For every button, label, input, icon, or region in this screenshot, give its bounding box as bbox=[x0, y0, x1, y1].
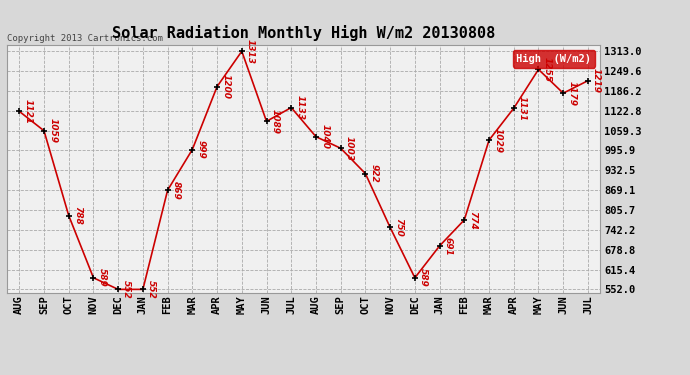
Title: Solar Radiation Monthly High W/m2 20130808: Solar Radiation Monthly High W/m2 201308… bbox=[112, 25, 495, 41]
Text: 1133: 1133 bbox=[295, 95, 304, 120]
Text: 869: 869 bbox=[172, 181, 181, 200]
Text: 999: 999 bbox=[197, 140, 206, 159]
Text: 1131: 1131 bbox=[518, 96, 527, 121]
Text: 589: 589 bbox=[419, 268, 428, 287]
Text: 922: 922 bbox=[370, 164, 379, 183]
Text: 1313: 1313 bbox=[246, 39, 255, 64]
Text: 552: 552 bbox=[147, 280, 156, 299]
Text: 1179: 1179 bbox=[567, 81, 576, 106]
Text: 589: 589 bbox=[97, 268, 106, 287]
Text: 1029: 1029 bbox=[493, 128, 502, 153]
Text: 1255: 1255 bbox=[542, 57, 551, 82]
Text: 750: 750 bbox=[394, 218, 403, 237]
Text: 1089: 1089 bbox=[270, 109, 279, 134]
Text: 1040: 1040 bbox=[320, 124, 329, 149]
Text: 691: 691 bbox=[444, 237, 453, 255]
Legend: High  (W/m2): High (W/m2) bbox=[513, 50, 595, 68]
Text: 1003: 1003 bbox=[345, 136, 354, 161]
Text: Copyright 2013 Cartronics.com: Copyright 2013 Cartronics.com bbox=[7, 33, 163, 42]
Text: 1219: 1219 bbox=[592, 68, 601, 93]
Text: 774: 774 bbox=[469, 210, 477, 229]
Text: 552: 552 bbox=[122, 280, 131, 299]
Text: 1200: 1200 bbox=[221, 74, 230, 99]
Text: 788: 788 bbox=[73, 206, 82, 225]
Text: 1121: 1121 bbox=[23, 99, 32, 124]
Text: 1059: 1059 bbox=[48, 118, 57, 143]
